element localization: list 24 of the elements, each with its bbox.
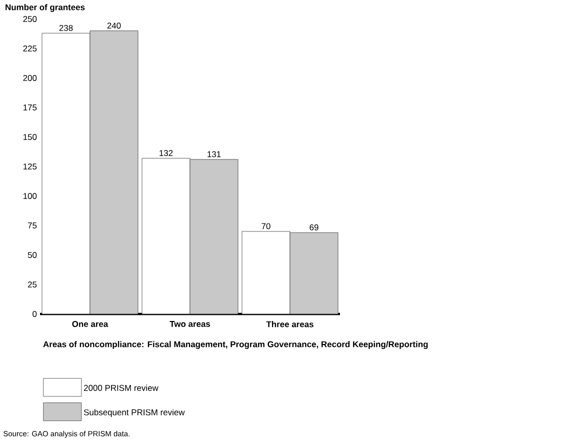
y-tick-label: 175 [23,104,37,110]
y-tick-label: 0 [32,311,37,317]
legend-label: Subsequent PRISM review [84,409,185,417]
legend-label: 2000 PRISM review [84,384,158,391]
data-label: 131 [208,151,221,158]
y-tick-label: 250 [23,16,37,22]
data-label: 240 [107,22,121,29]
x-tick-label: Two areas [170,321,210,327]
y-axis-title: Number of grantees [6,4,85,12]
y-tick-label: 75 [28,222,37,228]
y-tick-label: 200 [23,75,37,81]
y-tick-label: 225 [23,46,37,52]
y-tick-label: 50 [28,252,37,258]
y-tick-label: 125 [23,164,37,170]
data-label: 132 [160,150,173,156]
y-tick-label: 150 [23,134,37,140]
data-label: 70 [262,223,270,230]
y-tick-label: 25 [28,282,37,288]
y-tick-label: 100 [23,193,37,199]
data-label: 238 [59,24,73,31]
x-axis-title: Areas of noncompliance: Fiscal Management, Program Governance, Record Keeping/Reporting [43,341,428,349]
x-tick-label: Three areas [266,321,314,328]
x-tick-label: One area [72,321,108,328]
data-label: 69 [310,224,318,230]
